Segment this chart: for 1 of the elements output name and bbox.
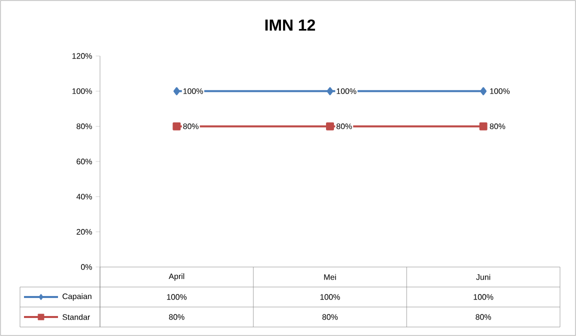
chart-title: IMN 12 [265, 19, 316, 31]
